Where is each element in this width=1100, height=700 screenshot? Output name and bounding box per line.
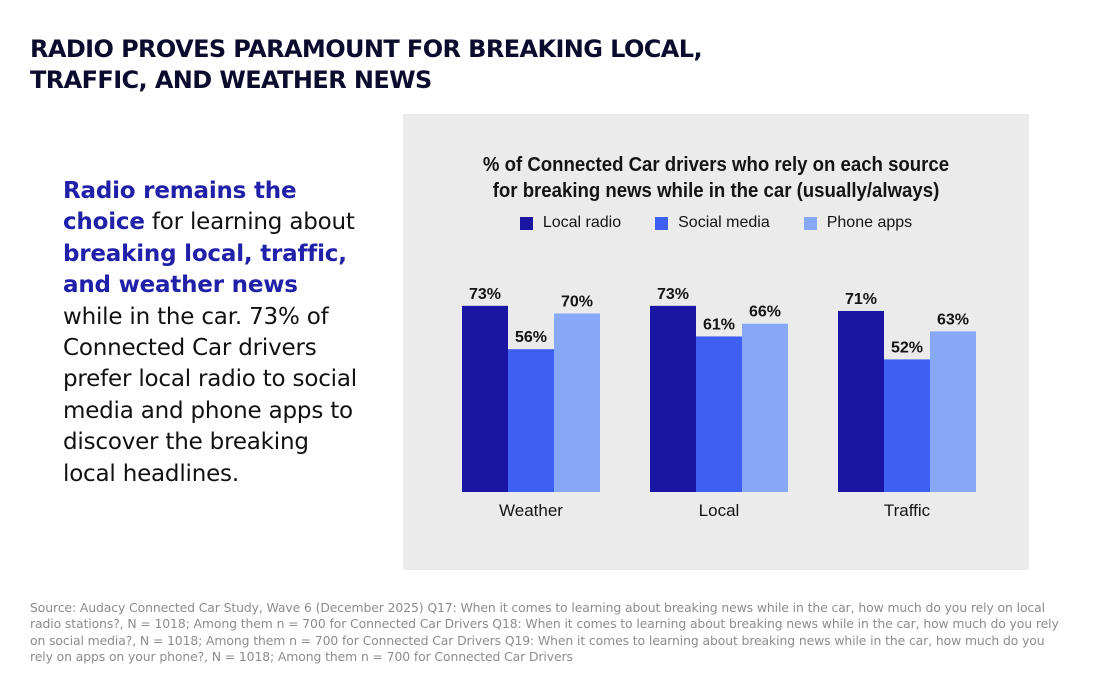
bar-weather-social-media xyxy=(508,349,554,492)
highlight-radio-choice: Radio remains the choice xyxy=(63,178,297,236)
bar-weather-phone-apps xyxy=(554,313,600,492)
legend-item: Local radio xyxy=(519,214,622,232)
bar-local-local-radio xyxy=(650,305,696,492)
bar-weather-local-radio xyxy=(462,305,508,492)
legend-label: Social media xyxy=(678,214,770,231)
source-footnote: Source: Audacy Connected Car Study, Wave… xyxy=(30,600,1059,665)
legend-swatch xyxy=(803,216,817,230)
data-label: 63% xyxy=(937,311,969,328)
chart-title: % of Connected Car drivers who rely on e… xyxy=(425,152,1007,204)
category-label: Weather xyxy=(499,501,563,520)
legend-label: Phone apps xyxy=(826,214,913,231)
legend-item: Social media xyxy=(655,214,770,232)
chart-title-line-1: % of Connected Car drivers who rely on e… xyxy=(482,154,950,176)
data-label: 61% xyxy=(703,316,735,333)
data-label: 70% xyxy=(561,294,593,311)
bar-local-phone-apps xyxy=(742,323,788,492)
data-label: 52% xyxy=(891,339,923,356)
summary-text: Radio remains the choice for learning ab… xyxy=(63,176,363,490)
page-headline: RADIO PROVES PARAMOUNT FOR BREAKING LOCA… xyxy=(30,34,850,96)
highlight-breaking-news: breaking local, traffic, and weather new… xyxy=(63,240,347,299)
category-label: Local xyxy=(699,501,740,520)
summary-text-part-1: for learning about xyxy=(144,209,355,236)
chart-title-line-2: for breaking news while in the car (usua… xyxy=(492,180,940,202)
legend-swatch xyxy=(655,216,669,230)
data-label: 73% xyxy=(657,286,689,303)
data-label: 73% xyxy=(469,286,501,303)
category-label: Traffic xyxy=(884,501,931,520)
data-label: 71% xyxy=(845,291,877,308)
legend-swatch xyxy=(519,216,533,230)
bar-traffic-phone-apps xyxy=(930,331,976,492)
legend-label: Local radio xyxy=(542,214,622,231)
headline-line-2: TRAFFIC, AND WEATHER NEWS xyxy=(30,66,432,94)
headline-line-1: RADIO PROVES PARAMOUNT FOR BREAKING LOCA… xyxy=(30,35,703,63)
legend-item: Phone apps xyxy=(803,214,913,232)
bar-traffic-local-radio xyxy=(838,310,884,492)
bar-chart: 73% 56% 70% Weather 73% 61% 66% Local 71% 52% 63% T… xyxy=(462,286,976,520)
chart-panel: % of Connected Car drivers who rely on e… xyxy=(403,114,1029,570)
summary-text-part-2: while in the car. 73% of Connected Car d… xyxy=(63,303,357,487)
data-label: 56% xyxy=(515,329,547,346)
bar-local-social-media xyxy=(696,336,742,492)
bar-traffic-social-media xyxy=(884,359,930,492)
chart-legend: Local radio Social media Phone apps xyxy=(403,214,1029,232)
data-label: 66% xyxy=(749,304,781,321)
